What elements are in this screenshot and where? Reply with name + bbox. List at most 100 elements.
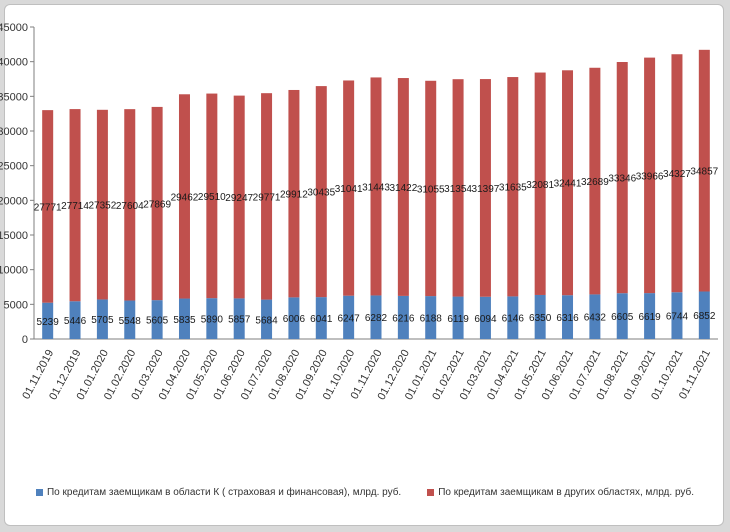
data-label-sector-k: 6282: [365, 313, 388, 324]
data-label-other-sectors: 31635: [499, 183, 527, 194]
bar-segment-sector-k: [124, 300, 136, 339]
data-label-sector-k: 5835: [173, 315, 196, 326]
bar-segment-sector-k: [233, 298, 245, 339]
data-label-sector-k: 6188: [420, 314, 443, 325]
data-label-other-sectors: 29771: [253, 192, 281, 203]
data-label-other-sectors: 31397: [472, 184, 500, 195]
data-label-sector-k: 6350: [529, 313, 552, 324]
data-label-sector-k: 6619: [638, 312, 661, 323]
legend-item-other-sectors: По кредитам заемщикам в других областях,…: [427, 487, 694, 498]
legend-item-sector-k: По кредитам заемщикам в области К ( стра…: [35, 487, 401, 498]
bar-segment-other-sectors: [644, 57, 656, 294]
bar-segment-other-sectors: [479, 79, 491, 297]
bar-segment-sector-k: [452, 296, 464, 339]
bar-segment-other-sectors: [370, 77, 382, 296]
bar-segment-sector-k: [42, 302, 54, 339]
y-tick-label: 25000: [0, 161, 28, 173]
y-tick-label: 35000: [0, 91, 28, 103]
bar-segment-sector-k: [698, 291, 710, 339]
data-label-other-sectors: 27869: [143, 200, 171, 211]
data-label-sector-k: 5890: [201, 315, 224, 326]
y-tick-label: 45000: [0, 22, 28, 34]
bar-segment-other-sectors: [616, 62, 628, 294]
bar-segment-other-sectors: [288, 89, 300, 298]
bar-segment-sector-k: [315, 297, 327, 339]
bar-segment-sector-k: [671, 292, 683, 339]
bar-segment-other-sectors: [261, 93, 273, 300]
bar-segment-sector-k: [151, 300, 163, 339]
y-tick-label: 40000: [0, 57, 28, 69]
bar-segment-sector-k: [616, 293, 628, 339]
bar-segment-other-sectors: [178, 94, 190, 299]
data-label-other-sectors: 34327: [663, 169, 691, 180]
x-tick-labels: 01.11.201901.12.201901.01.202001.02.2020…: [20, 348, 713, 402]
legend-label-other-sectors: По кредитам заемщикам в других областях,…: [438, 487, 695, 498]
bar-segment-other-sectors: [562, 70, 574, 296]
data-label-other-sectors: 29462: [171, 192, 199, 203]
bars: [42, 49, 710, 339]
data-label-sector-k: 5684: [255, 315, 278, 326]
bar-segment-sector-k: [178, 298, 190, 339]
chart-frame: [4, 4, 724, 526]
data-label-other-sectors: 32689: [581, 177, 609, 188]
data-label-other-sectors: 29510: [198, 192, 226, 203]
bar-segment-sector-k: [69, 301, 81, 339]
data-label-sector-k: 6146: [502, 314, 525, 325]
y-tick-label: 5000: [4, 299, 28, 311]
legend-swatch-other-sectors: [427, 489, 435, 496]
data-label-other-sectors: 33966: [636, 171, 664, 182]
bar-segment-sector-k: [562, 295, 574, 339]
bar-segment-other-sectors: [96, 109, 108, 300]
data-label-other-sectors: 27604: [116, 201, 144, 212]
data-label-sector-k: 6247: [338, 313, 361, 324]
data-label-other-sectors: 34857: [690, 167, 718, 178]
stacked-bar-chart: 5239 27771 5446 27714 5705 27352 5548 27604 5605…: [0, 22, 719, 402]
data-label-other-sectors: 29247: [225, 193, 253, 204]
bar-segment-other-sectors: [69, 109, 81, 302]
data-label-sector-k: 6216: [392, 313, 415, 324]
bar-segment-other-sectors: [397, 78, 409, 296]
bar-segment-sector-k: [96, 299, 108, 339]
data-label-sector-k: 6744: [666, 312, 689, 323]
bar-segment-other-sectors: [315, 86, 327, 298]
bar-segment-sector-k: [261, 299, 273, 339]
bar-segment-sector-k: [206, 298, 218, 339]
data-label-sector-k: 6006: [283, 314, 306, 325]
bar-segment-other-sectors: [698, 49, 710, 292]
data-label-sector-k: 6041: [310, 314, 333, 325]
legend-swatch-sector-k: [35, 489, 43, 496]
data-label-other-sectors: 31041: [335, 184, 363, 195]
bar-segment-sector-k: [343, 295, 355, 339]
data-label-sector-k: 5548: [119, 316, 142, 327]
data-label-other-sectors: 31055: [417, 184, 445, 195]
bar-segment-other-sectors: [343, 80, 355, 296]
data-label-other-sectors: 31443: [362, 182, 390, 193]
legend: По кредитам заемщикам в области К ( стра…: [0, 487, 730, 498]
y-tick-label: 10000: [0, 265, 28, 277]
bar-segment-other-sectors: [452, 79, 464, 297]
bar-segment-sector-k: [397, 295, 409, 339]
bar-segment-sector-k: [589, 294, 601, 339]
data-label-other-sectors: 27714: [61, 201, 89, 212]
data-label-sector-k: 6316: [556, 313, 579, 324]
data-label-sector-k: 6119: [447, 314, 469, 325]
data-label-sector-k: 6852: [693, 311, 716, 322]
bar-segment-other-sectors: [589, 67, 601, 295]
bar-segment-other-sectors: [206, 93, 218, 299]
bar-segment-other-sectors: [425, 80, 437, 297]
data-label-other-sectors: 33346: [608, 174, 636, 185]
bar-segment-sector-k: [534, 294, 546, 339]
y-tick-labels: 0 5000 10000 15000 20000 25000 30000 35000 40000…: [0, 22, 28, 346]
y-tick-label: 20000: [0, 195, 28, 207]
bar-segment-other-sectors: [124, 109, 136, 301]
bar-segment-other-sectors: [151, 106, 163, 301]
data-label-other-sectors: 31354: [444, 184, 472, 195]
bar-segment-other-sectors: [507, 77, 519, 297]
bar-segment-sector-k: [507, 296, 519, 339]
data-labels: 5239 27771 5446 27714 5705 27352 5548 27604 5605…: [34, 167, 719, 328]
data-label-sector-k: 5857: [228, 315, 251, 326]
bar-segment-sector-k: [644, 293, 656, 339]
data-label-sector-k: 5239: [37, 317, 60, 328]
data-label-sector-k: 5446: [64, 316, 87, 327]
data-label-other-sectors: 32441: [554, 179, 582, 190]
